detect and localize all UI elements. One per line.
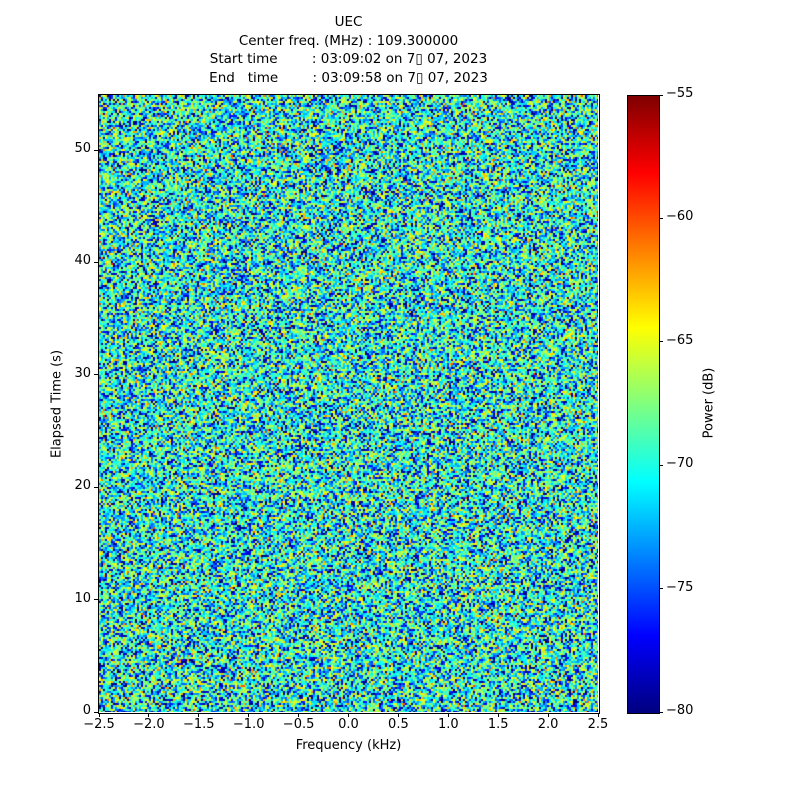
colorbar-tick-label: −65 bbox=[666, 332, 694, 348]
colorbar-tick-label: −55 bbox=[666, 86, 694, 101]
title-start-time: Start time : 03:09:02 on 7▯ 07, 2023 bbox=[209, 51, 488, 67]
title-center-freq: Center freq. (MHz) : 109.300000 bbox=[238, 32, 459, 49]
spectrogram-heatmap bbox=[99, 95, 598, 712]
x-tick-label: 1.0 bbox=[437, 717, 459, 732]
colorbar-tick-label: −60 bbox=[666, 209, 694, 225]
x-tick-label: −0.5 bbox=[282, 717, 315, 732]
y-tick-label: 20 bbox=[74, 478, 91, 494]
x-tick-label: 1.5 bbox=[487, 717, 509, 732]
colorbar-tick-label: −70 bbox=[666, 456, 694, 472]
x-axis-label: Frequency (kHz) bbox=[295, 738, 402, 753]
x-tick-mark bbox=[547, 713, 549, 717]
x-tick-mark bbox=[447, 713, 449, 717]
x-tick-mark bbox=[597, 713, 599, 717]
x-tick-label: −1.5 bbox=[183, 717, 215, 732]
colorbar-tick-mark bbox=[659, 588, 663, 590]
colorbar-tick-mark bbox=[659, 94, 663, 96]
y-tick-mark bbox=[94, 149, 98, 151]
y-tick-mark bbox=[94, 374, 98, 376]
colorbar-gradient bbox=[627, 95, 660, 714]
x-tick-mark bbox=[98, 713, 100, 717]
chart-title: UEC Center freq. (MHz) : 109.300000 Star… bbox=[99, 13, 598, 87]
colorbar-tick-label: −75 bbox=[666, 579, 694, 595]
y-tick-label: 50 bbox=[74, 141, 91, 157]
colorbar-tick-mark bbox=[659, 341, 663, 343]
colorbar-tick-mark bbox=[659, 711, 663, 713]
x-tick-mark bbox=[497, 713, 499, 717]
y-tick-label: 40 bbox=[74, 253, 91, 269]
x-tick-label: 0.5 bbox=[388, 717, 409, 732]
title-station: UEC bbox=[334, 14, 363, 30]
y-tick-mark bbox=[94, 486, 98, 488]
y-tick-mark bbox=[94, 711, 98, 713]
x-tick-mark bbox=[348, 713, 349, 717]
colorbar-label: Power (dB) bbox=[701, 367, 717, 439]
x-tick-mark bbox=[148, 713, 150, 717]
x-tick-mark bbox=[248, 713, 250, 717]
x-tick-label: −2.5 bbox=[83, 717, 115, 732]
y-tick-mark bbox=[94, 261, 98, 263]
y-tick-label: 0 bbox=[82, 703, 91, 718]
colorbar-tick-mark bbox=[659, 464, 663, 466]
y-tick-label: 10 bbox=[74, 590, 91, 606]
x-tick-label: −2.0 bbox=[133, 717, 165, 732]
x-tick-label: 2.5 bbox=[587, 717, 609, 732]
x-tick-label: 2.0 bbox=[537, 717, 559, 732]
title-end-time: End time : 03:09:58 on 7▯ 07, 2023 bbox=[209, 69, 488, 86]
colorbar-tick-label: −80 bbox=[666, 703, 694, 718]
x-tick-label: 0.0 bbox=[338, 717, 359, 732]
y-tick-mark bbox=[94, 599, 98, 601]
x-tick-label: −1.0 bbox=[232, 717, 265, 732]
colorbar-tick-mark bbox=[659, 217, 663, 219]
y-tick-label: 30 bbox=[74, 365, 91, 381]
x-tick-mark bbox=[397, 713, 399, 717]
x-tick-mark bbox=[198, 713, 200, 717]
x-tick-mark bbox=[298, 713, 300, 717]
